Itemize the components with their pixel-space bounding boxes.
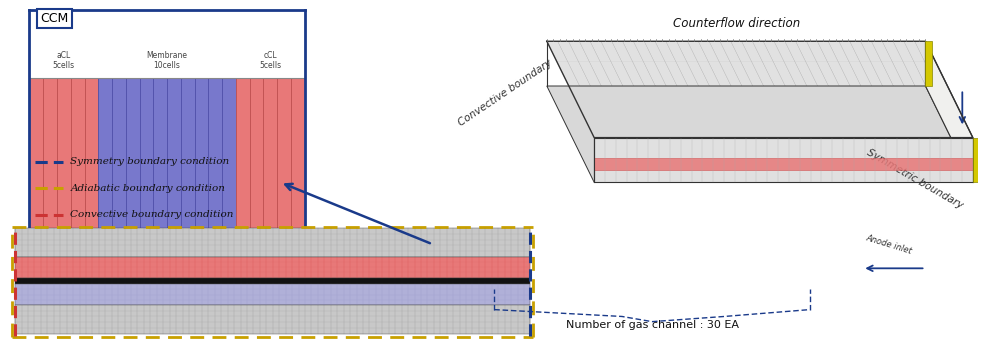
Polygon shape	[926, 41, 973, 182]
Bar	[195, 78, 208, 255]
Text: Counterflow direction: Counterflow direction	[672, 17, 800, 30]
Bar	[15, 228, 531, 257]
Polygon shape	[594, 138, 973, 182]
Bar	[250, 78, 263, 255]
Bar	[208, 78, 222, 255]
Bar	[15, 257, 531, 278]
Text: Number of gas channel : 30 EA: Number of gas channel : 30 EA	[565, 320, 738, 330]
Text: cCL
5cells: cCL 5cells	[260, 51, 281, 71]
Bar	[43, 78, 57, 255]
Bar	[140, 78, 153, 255]
Text: Adiabatic boundary condition: Adiabatic boundary condition	[71, 184, 225, 193]
Bar	[126, 78, 140, 255]
Bar	[71, 78, 85, 255]
Text: aCL
5cells: aCL 5cells	[53, 51, 75, 71]
Polygon shape	[594, 158, 973, 170]
Bar	[29, 78, 43, 255]
Bar	[167, 78, 181, 255]
Polygon shape	[926, 41, 932, 86]
Text: Anode inlet: Anode inlet	[865, 233, 913, 256]
Text: Symmetric boundary: Symmetric boundary	[865, 147, 964, 211]
Bar	[15, 278, 531, 284]
Text: Convective boundary condition: Convective boundary condition	[71, 210, 234, 219]
Bar	[153, 78, 167, 255]
Text: Symmetry boundary condition: Symmetry boundary condition	[71, 157, 229, 166]
Bar	[15, 284, 531, 305]
Bar	[112, 78, 126, 255]
Bar	[263, 78, 277, 255]
Text: Membrane
10cells: Membrane 10cells	[146, 51, 188, 71]
Bar	[15, 305, 531, 334]
Text: Convective boundary: Convective boundary	[456, 58, 553, 128]
Bar	[222, 78, 236, 255]
Bar	[181, 78, 195, 255]
Bar	[57, 78, 71, 255]
Polygon shape	[547, 86, 973, 182]
Bar	[85, 78, 98, 255]
Bar	[277, 78, 291, 255]
Text: CCM: CCM	[40, 12, 69, 25]
Bar	[291, 78, 305, 255]
Bar	[98, 78, 112, 255]
Bar	[236, 78, 250, 255]
Polygon shape	[973, 138, 979, 182]
Polygon shape	[547, 41, 973, 138]
